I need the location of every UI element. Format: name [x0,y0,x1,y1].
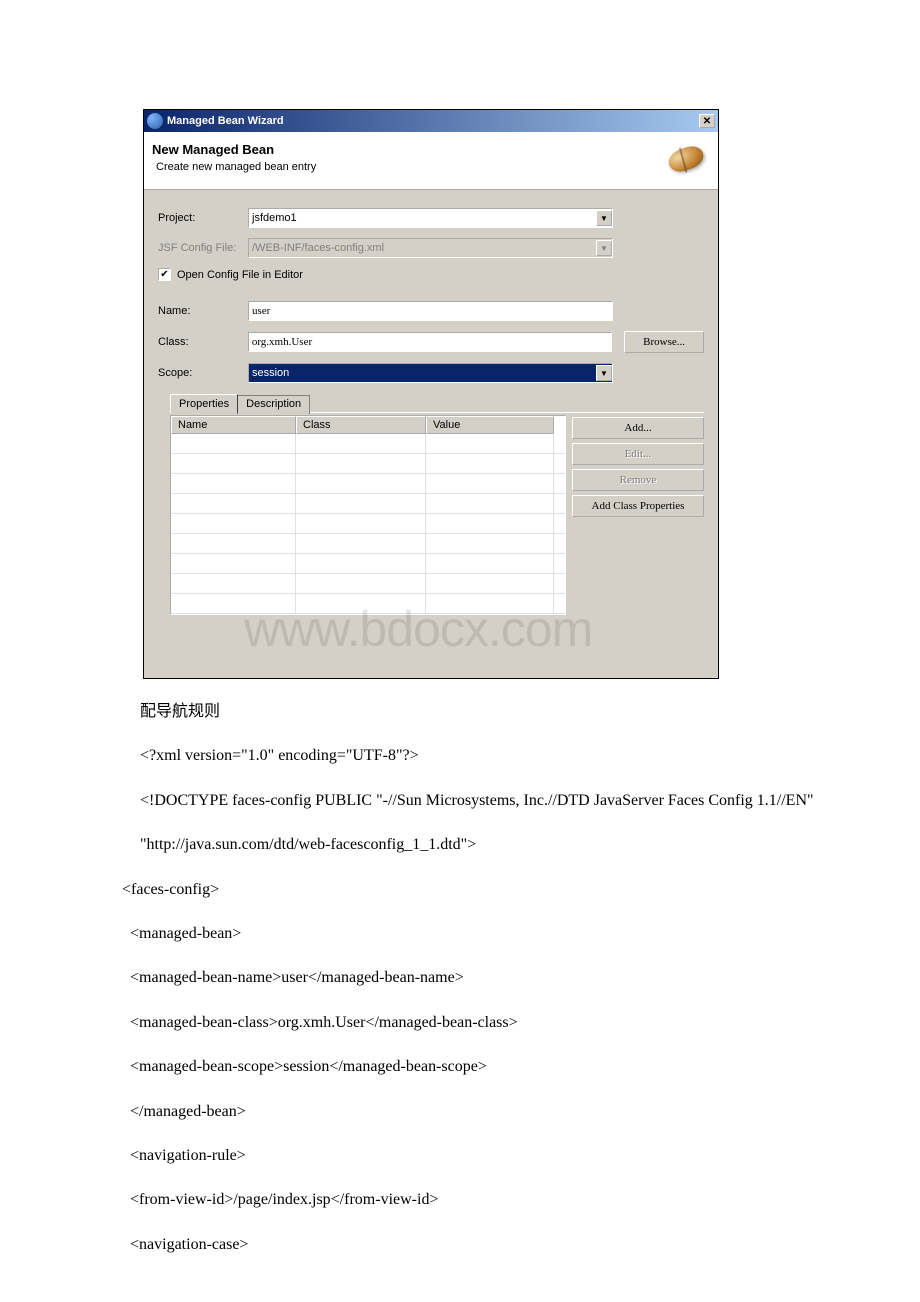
document-text: 配导航规则 <?xml version="1.0" encoding="UTF-… [18,701,902,1256]
config-file-label: JSF Config File: [158,242,248,254]
col-class[interactable]: Class [296,416,426,434]
chevron-down-icon[interactable]: ▼ [596,365,612,381]
edit-button: Edit... [572,443,704,465]
project-value: jsfdemo1 [252,212,297,224]
properties-table: Name Class Value [170,415,566,615]
doc-p4: "http://java.sun.com/dtd/web-facesconfig… [18,834,902,856]
open-config-checkbox[interactable]: ✔ [158,268,171,281]
tab-description[interactable]: Description [237,395,310,414]
class-label: Class: [158,336,248,348]
remove-button: Remove [572,469,704,491]
doc-p3: <!DOCTYPE faces-config PUBLIC "-//Sun Mi… [18,790,814,812]
class-input[interactable] [248,332,612,352]
col-name[interactable]: Name [171,416,296,434]
doc-p11: <navigation-rule> [18,1145,902,1167]
col-value[interactable]: Value [426,416,554,434]
doc-p10: </managed-bean> [18,1101,902,1123]
doc-p2: <?xml version="1.0" encoding="UTF-8"?> [18,745,902,767]
doc-p5: <faces-config> [18,879,902,901]
chevron-down-icon[interactable]: ▼ [596,210,612,226]
dialog-header: New Managed Bean Create new managed bean… [144,132,718,190]
project-label: Project: [158,212,248,224]
name-label: Name: [158,305,248,317]
doc-p8: <managed-bean-class>org.xmh.User</manage… [18,1012,902,1034]
config-file-combo: /WEB-INF/faces-config.xml ▼ [248,238,613,258]
eclipse-icon [147,113,163,129]
managed-bean-wizard-dialog: Managed Bean Wizard ✕ New Managed Bean C… [143,109,719,679]
scope-value: session [252,367,289,379]
close-button[interactable]: ✕ [699,114,715,128]
doc-p1: 配导航规则 [18,701,902,723]
add-class-properties-button[interactable]: Add Class Properties [572,495,704,517]
project-combo[interactable]: jsfdemo1 ▼ [248,208,613,228]
header-subtitle: Create new managed bean entry [156,161,710,173]
dialog-title: Managed Bean Wizard [167,115,699,127]
open-config-label: Open Config File in Editor [177,269,303,281]
tab-properties[interactable]: Properties [170,394,238,413]
doc-p7: <managed-bean-name>user</managed-bean-na… [18,967,902,989]
scope-label: Scope: [158,367,248,379]
doc-p12: <from-view-id>/page/index.jsp</from-view… [18,1189,902,1211]
titlebar: Managed Bean Wizard ✕ [144,110,718,132]
config-file-value: /WEB-INF/faces-config.xml [252,242,384,254]
doc-p6: <managed-bean> [18,923,902,945]
name-input[interactable] [248,301,613,321]
coffee-bean-icon [666,144,708,174]
doc-p9: <managed-bean-scope>session</managed-bea… [18,1056,902,1078]
header-title: New Managed Bean [152,142,710,157]
scope-combo[interactable]: session ▼ [248,363,613,383]
add-button[interactable]: Add... [572,417,704,439]
chevron-down-icon: ▼ [596,240,612,256]
doc-p13: <navigation-case> [18,1234,902,1256]
browse-button[interactable]: Browse... [624,331,704,353]
